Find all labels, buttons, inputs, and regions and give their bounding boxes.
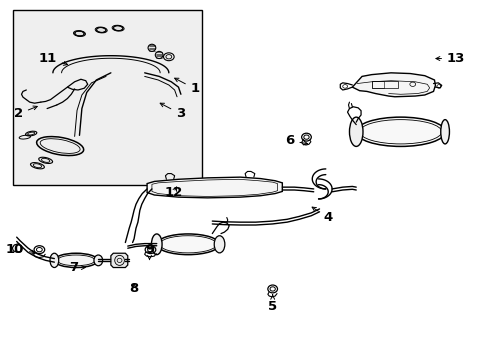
Ellipse shape [94,255,102,266]
Ellipse shape [95,27,107,33]
Text: 2: 2 [14,106,37,120]
Bar [371,81,397,88]
Polygon shape [352,73,434,97]
Ellipse shape [440,120,448,144]
Text: 6: 6 [285,134,307,147]
Ellipse shape [355,117,445,147]
Bar [13,10,201,185]
Polygon shape [147,177,282,198]
Ellipse shape [155,51,163,59]
Ellipse shape [54,253,98,267]
Text: 12: 12 [164,186,183,199]
Text: 13: 13 [435,52,465,65]
Text: 5: 5 [267,295,277,313]
Ellipse shape [151,234,162,255]
Ellipse shape [157,234,219,255]
Text: 1: 1 [174,78,199,95]
Ellipse shape [39,157,53,163]
Bar [371,81,383,88]
Polygon shape [111,253,127,267]
Ellipse shape [148,44,156,51]
Text: 9: 9 [144,243,154,260]
Text: 10: 10 [5,243,36,256]
Text: 4: 4 [311,207,332,224]
Text: 11: 11 [39,52,67,65]
Ellipse shape [112,25,124,31]
Ellipse shape [73,31,85,36]
Ellipse shape [30,163,44,169]
Ellipse shape [349,117,362,147]
Text: 8: 8 [129,283,139,296]
Text: 7: 7 [69,261,85,274]
Ellipse shape [214,236,224,253]
Text: 3: 3 [160,103,185,120]
Ellipse shape [50,253,59,267]
